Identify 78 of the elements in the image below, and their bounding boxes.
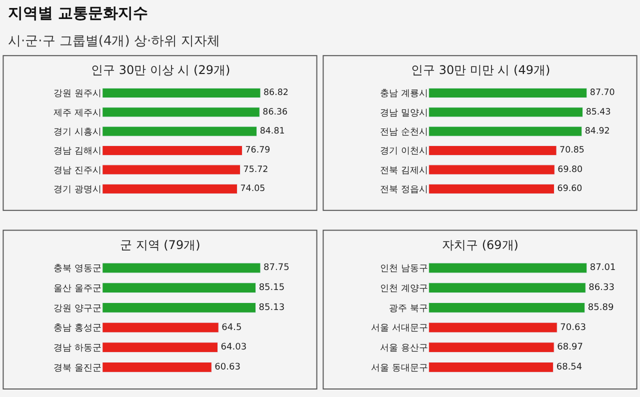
bar <box>428 262 588 274</box>
y-tick-label: 충북 영동군 <box>54 264 102 274</box>
data-label: 70.63 <box>560 322 586 333</box>
data-label: 69.80 <box>558 164 583 175</box>
y-tick-label: 강원 양구군 <box>54 304 102 314</box>
chart-title: 자치구 (69개) <box>442 238 518 252</box>
bar <box>102 107 260 118</box>
y-tick-label: 경남 진주시 <box>54 166 102 176</box>
chart-title: 인구 30만 이상 시 (29개) <box>91 63 230 77</box>
y-tick-label: 경남 밀양시 <box>380 108 428 118</box>
data-label: 68.97 <box>557 342 583 353</box>
y-tick-label: 인천 계양구 <box>380 284 428 294</box>
bar <box>428 88 588 98</box>
bar <box>428 362 554 372</box>
bar <box>102 302 256 313</box>
y-tick-label: 경북 울진군 <box>54 363 102 374</box>
bar <box>428 145 557 156</box>
chart-title: 인구 30만 미만 시 (49개) <box>411 63 550 77</box>
bar <box>428 282 586 294</box>
bar <box>102 88 261 98</box>
y-tick-label: 울산 울주군 <box>54 284 102 294</box>
data-label: 64.5 <box>222 322 242 333</box>
data-label: 84.92 <box>584 126 610 137</box>
y-tick-label: 광주 북구 <box>388 304 428 314</box>
y-tick-label: 전북 정읍시 <box>380 185 428 196</box>
y-tick-label: 경기 이천시 <box>380 146 428 157</box>
y-tick-label: 경남 김해시 <box>54 146 102 157</box>
bar <box>102 362 212 372</box>
bar <box>428 342 554 353</box>
data-label: 85.43 <box>586 107 611 118</box>
bar <box>428 302 586 313</box>
bar <box>102 164 241 175</box>
y-tick-label: 경기 시흥시 <box>54 127 102 138</box>
chart-title: 군 지역 (79개) <box>120 238 200 252</box>
data-label: 76.79 <box>245 146 270 156</box>
y-tick-label: 서울 용산구 <box>380 344 428 354</box>
bar <box>102 126 258 136</box>
data-label: 84.81 <box>260 126 285 137</box>
data-label: 86.33 <box>588 283 615 294</box>
y-tick-label: 전북 김제시 <box>380 166 428 176</box>
bar <box>102 184 238 194</box>
data-label: 86.82 <box>264 88 288 98</box>
bar <box>428 126 582 136</box>
bar <box>102 262 261 274</box>
bar <box>102 145 242 156</box>
data-label: 85.13 <box>258 302 285 313</box>
bar <box>428 107 584 118</box>
data-label: 85.15 <box>258 283 285 294</box>
y-tick-label: 충남 계룡시 <box>380 89 428 100</box>
y-tick-label: 강원 원주시 <box>54 89 102 100</box>
y-tick-label: 제주 제주시 <box>54 108 102 118</box>
data-label: 60.63 <box>214 362 241 372</box>
data-label: 87.70 <box>590 88 615 98</box>
data-label: 87.01 <box>590 263 616 274</box>
data-label: 75.72 <box>243 164 268 175</box>
y-tick-label: 경기 광명시 <box>54 185 102 196</box>
data-label: 86.36 <box>262 107 288 118</box>
y-tick-label: 서울 서대문구 <box>370 324 428 334</box>
data-label: 69.60 <box>557 184 582 194</box>
y-tick-label: 전남 순천시 <box>380 127 428 138</box>
text: 지역별 교통문화지수 <box>8 4 148 22</box>
bar <box>102 322 219 333</box>
data-label: 74.05 <box>240 184 266 194</box>
y-tick-label: 경남 하동군 <box>54 344 102 354</box>
bar <box>102 282 256 294</box>
bar <box>428 322 558 333</box>
y-tick-label: 충남 홍성군 <box>54 324 102 334</box>
data-label: 68.54 <box>556 362 582 372</box>
text: 시·군·구 그룹별(4개) 상·하위 지자체 <box>8 34 220 49</box>
data-label: 70.85 <box>560 146 584 156</box>
bar <box>428 184 554 194</box>
bar <box>428 164 555 175</box>
y-tick-label: 인천 남동구 <box>380 264 428 274</box>
data-label: 85.89 <box>588 302 614 313</box>
data-label: 87.75 <box>264 263 290 274</box>
y-tick-label: 서울 동대문구 <box>370 363 428 374</box>
data-label: 64.03 <box>220 342 247 353</box>
bar <box>102 342 218 353</box>
